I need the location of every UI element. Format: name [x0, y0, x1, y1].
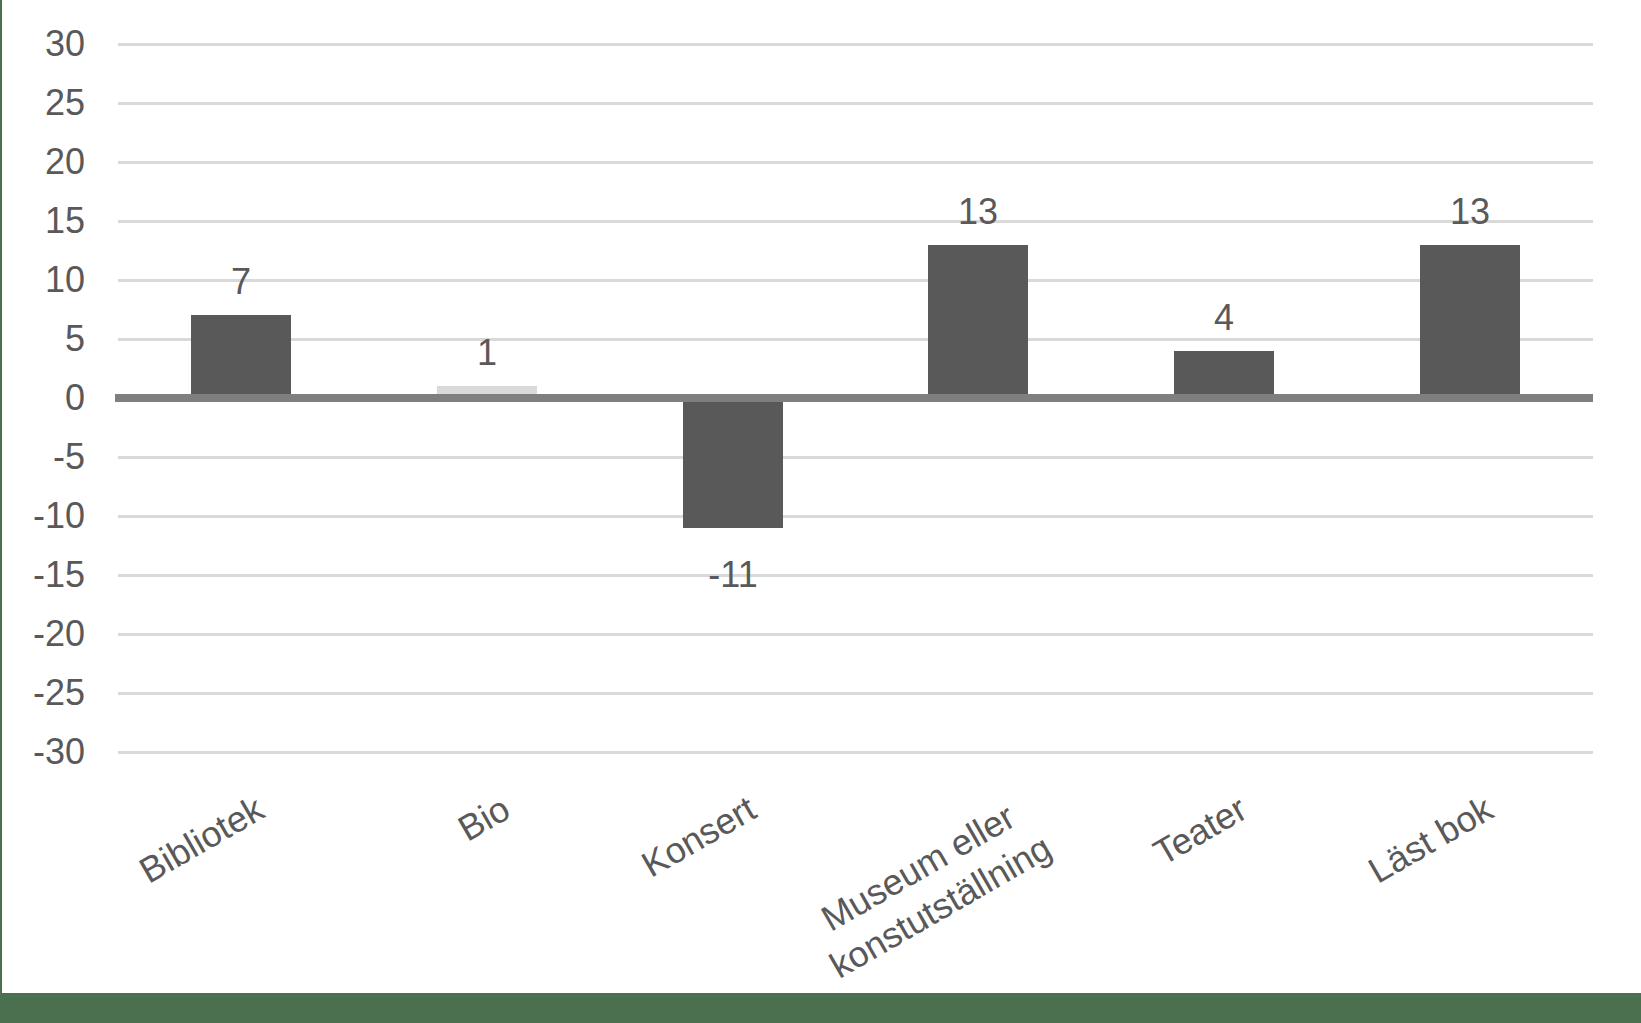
zero-axis-line	[115, 394, 1593, 402]
gridline	[118, 751, 1593, 754]
bar-2	[437, 386, 537, 394]
category-label-6: Läst bok	[1360, 786, 1500, 893]
category-label-1: Bibliotek	[131, 786, 271, 893]
category-label-5: Teater	[1145, 786, 1254, 875]
gridline	[118, 161, 1593, 164]
category-label-2: Bio	[450, 786, 518, 851]
y-tick-label: 5	[0, 318, 85, 360]
category-label-3: Konsert	[634, 786, 764, 887]
gridline	[118, 220, 1593, 223]
gridline	[118, 692, 1593, 695]
bar-value-label: 13	[908, 191, 1048, 233]
bar-4	[928, 245, 1028, 394]
gridline	[118, 456, 1593, 459]
bar-3	[683, 402, 783, 528]
category-label-4: Museum eller konstutställning	[799, 786, 1059, 988]
left-accent-line	[0, 0, 2, 1023]
y-tick-label: -15	[0, 554, 85, 596]
bar-value-label: 13	[1400, 191, 1540, 233]
gridline	[118, 515, 1593, 518]
bar-value-label: 4	[1154, 297, 1294, 339]
gridline	[118, 43, 1593, 46]
y-tick-label: 20	[0, 141, 85, 183]
y-tick-label: 30	[0, 23, 85, 65]
bar-value-label: -11	[663, 554, 803, 596]
bar-5	[1174, 351, 1274, 394]
bar-value-label: 7	[171, 261, 311, 303]
bar-chart: 30 25 20 15 10 5 0 -5 -10 -15 -20 -25 -30 7 1 -11 13 4 13…	[0, 0, 1641, 1023]
y-tick-label: 0	[0, 377, 85, 419]
gridline	[118, 574, 1593, 577]
y-tick-label: -10	[0, 495, 85, 537]
gridline	[118, 279, 1593, 282]
gridline	[118, 102, 1593, 105]
y-tick-label: 10	[0, 259, 85, 301]
bar-1	[191, 315, 291, 394]
slide-canvas: 30 25 20 15 10 5 0 -5 -10 -15 -20 -25 -30 7 1 -11 13 4 13…	[0, 0, 1641, 1023]
bar-value-label: 1	[417, 332, 557, 374]
y-tick-label: -25	[0, 672, 85, 714]
y-tick-label: -30	[0, 731, 85, 773]
y-tick-label: -20	[0, 613, 85, 655]
y-tick-label: -5	[0, 436, 85, 478]
y-tick-label: 15	[0, 200, 85, 242]
bar-6	[1420, 245, 1520, 394]
gridline	[118, 338, 1593, 341]
y-tick-label: 25	[0, 82, 85, 124]
gridline	[118, 633, 1593, 636]
bottom-accent-bar	[0, 993, 1641, 1023]
